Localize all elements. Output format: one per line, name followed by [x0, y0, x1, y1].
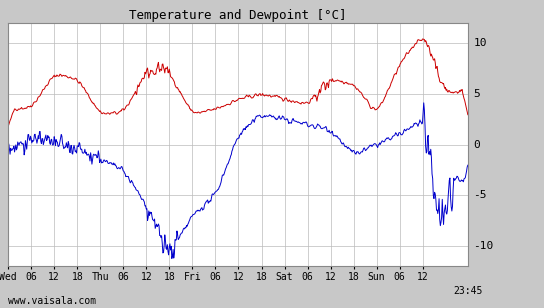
- Text: -5: -5: [473, 190, 487, 201]
- Text: 10: 10: [473, 38, 487, 48]
- Text: 23:45: 23:45: [453, 286, 483, 296]
- Text: 5: 5: [473, 89, 480, 99]
- Text: -10: -10: [473, 241, 493, 251]
- Text: 0: 0: [473, 140, 480, 150]
- Title: Temperature and Dewpoint [°C]: Temperature and Dewpoint [°C]: [129, 9, 347, 22]
- Text: www.vaisala.com: www.vaisala.com: [8, 297, 96, 306]
